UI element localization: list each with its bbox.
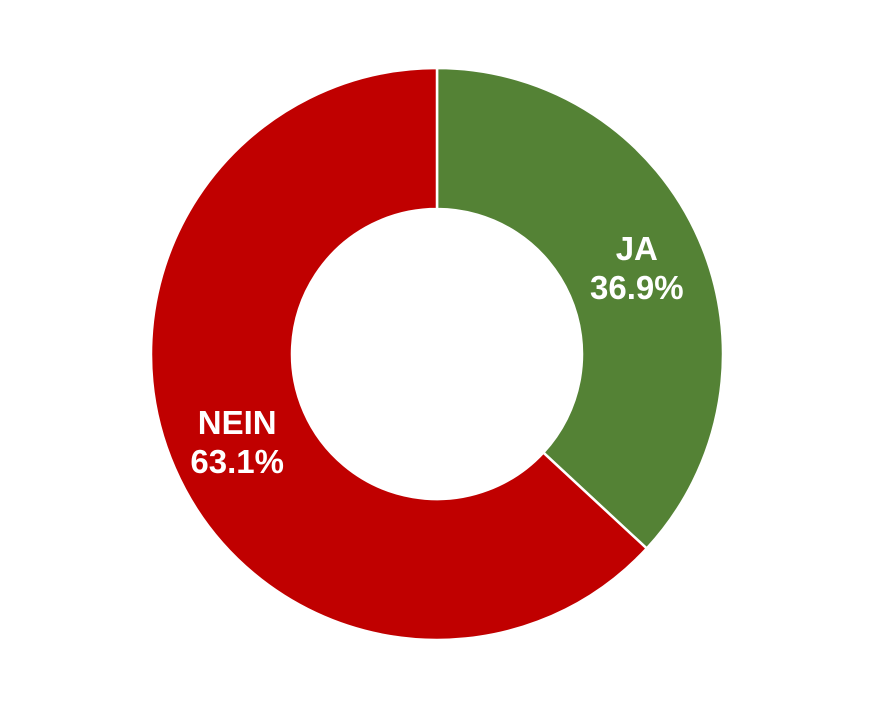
slice-label-ja-name: JA	[616, 230, 658, 267]
donut-slices	[149, 66, 725, 642]
donut-slice-nein	[149, 66, 648, 642]
slice-label-nein-value: 63.1%	[190, 443, 284, 480]
slice-label-nein-name: NEIN	[198, 404, 277, 441]
slice-label-ja-value: 36.9%	[590, 269, 684, 306]
slice-labels: JA 36.9% NEIN 63.1%	[190, 230, 683, 480]
donut-slice-ja	[435, 66, 725, 550]
